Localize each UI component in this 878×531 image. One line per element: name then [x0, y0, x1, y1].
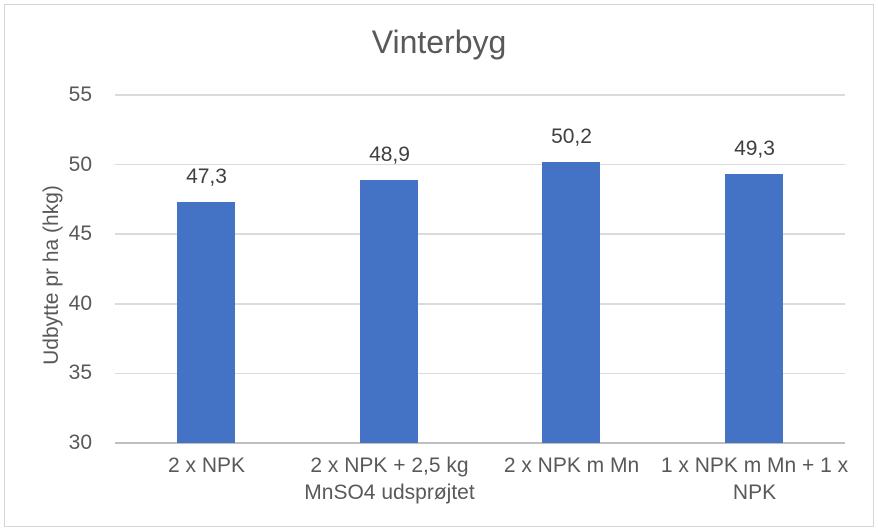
x-axis-category-label-line: MnSO4 udsprøjtet — [304, 481, 475, 504]
gridline-35 — [115, 372, 845, 375]
gridline-45 — [115, 233, 845, 235]
y-axis-tick-55: 55 — [68, 83, 92, 106]
x-axis-category-label-line: 2 x NPK + 2,5 kg — [310, 454, 469, 477]
bar-3 — [542, 162, 600, 443]
bar-value-label-1: 47,3 — [186, 165, 227, 188]
y-axis-tick-40: 40 — [68, 291, 92, 315]
y-axis-tick-35: 35 — [68, 361, 92, 385]
gridline-55 — [115, 94, 845, 96]
bar-1 — [177, 202, 235, 443]
gridline-40 — [115, 303, 845, 305]
x-axis-category-label-4: 1 x NPK m Mn + 1 x NPK — [655, 452, 854, 506]
bar-value-label-4: 49,3 — [734, 137, 775, 160]
x-axis-category-label-line: 2 x NPK m Mn — [503, 454, 640, 477]
y-axis-tick-45: 45 — [68, 222, 92, 246]
chart-title: Vinterbyg — [371, 24, 507, 60]
x-axis-category-label-2: 2 x NPK + 2,5 kg MnSO4 udsprøjtet — [290, 452, 489, 506]
x-axis-category-label-line: NPK — [732, 481, 777, 504]
x-axis-category-label-3: 2 x NPK m Mn — [472, 452, 671, 479]
x-axis-line — [115, 442, 845, 444]
x-axis-category-label-line: 1 x NPK m Mn + 1 x — [660, 454, 849, 477]
bar-4 — [725, 174, 783, 443]
y-axis-tick-30: 30 — [68, 431, 92, 454]
bar-value-label-2: 48,9 — [369, 143, 410, 166]
gridline-50 — [115, 163, 845, 166]
x-axis-category-label-line: 2 x NPK — [167, 454, 246, 477]
y-axis-tick-50: 50 — [68, 152, 92, 176]
bar-value-label-3: 50,2 — [551, 125, 592, 148]
x-axis-category-label-1: 2 x NPK — [107, 452, 306, 479]
bar-2 — [360, 180, 418, 443]
